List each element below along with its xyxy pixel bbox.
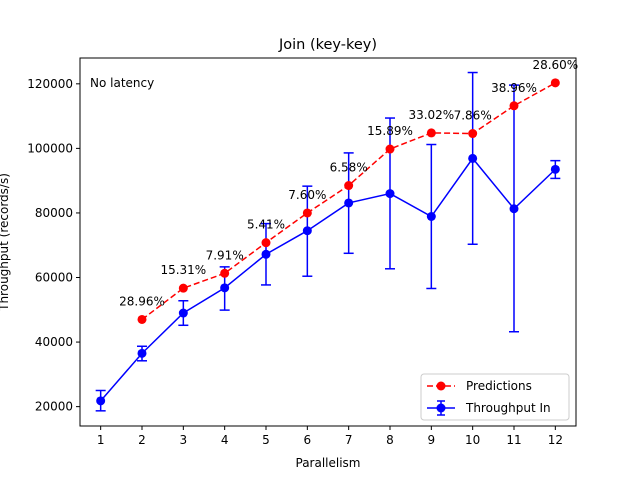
plot-frame — [79, 57, 577, 427]
predictions-point — [385, 144, 395, 154]
throughput-point — [426, 211, 436, 221]
x-tick-label: 8 — [386, 433, 394, 447]
x-tick-label: 1 — [97, 433, 105, 447]
predictions-point — [344, 181, 354, 191]
predictions-point — [550, 78, 560, 88]
legend-predictions-label: Predictions — [466, 379, 532, 393]
throughput-point — [385, 189, 395, 199]
throughput-point — [137, 348, 147, 358]
predictions-error-label: 15.89% — [367, 124, 413, 138]
legend-throughput-label: Throughput In — [465, 401, 551, 415]
throughput-point — [550, 164, 560, 174]
predictions-error-label: 5.41% — [247, 218, 285, 232]
predictions-error-label: 7.60% — [288, 188, 326, 202]
predictions-error-label: 6.58% — [330, 161, 368, 175]
x-axis-label: Parallelism — [296, 456, 361, 470]
y-tick-label: 40000 — [35, 335, 73, 349]
predictions-point — [178, 283, 188, 293]
x-tick-label: 10 — [465, 433, 480, 447]
throughput-line — [100, 157, 556, 402]
predictions-point — [137, 314, 147, 324]
predictions-error-label: 33.02% — [408, 108, 454, 122]
no-latency-annotation: No latency — [90, 76, 154, 90]
predictions-point — [302, 208, 312, 218]
predictions-error-label: 28.96% — [119, 294, 165, 308]
x-tick-label: 4 — [221, 433, 229, 447]
chart-title: Join (key-key) — [278, 37, 377, 53]
throughput-point — [261, 249, 271, 259]
y-tick-label: 120000 — [27, 77, 73, 91]
y-axis-label: Throughput (records/s) — [0, 173, 11, 312]
y-tick-label: 20000 — [35, 400, 73, 414]
throughput-point — [96, 396, 106, 406]
x-tick-label: 7 — [345, 433, 353, 447]
x-tick-label: 11 — [506, 433, 521, 447]
series-layer: 28.96% 15.31%7.91% 5.41% 7.60% 6.58% 15.89% 33… — [95, 58, 578, 412]
predictions-error-label: 15.31% — [160, 263, 206, 277]
legend-throughput-marker — [436, 403, 446, 413]
throughput-point — [468, 153, 478, 163]
predictions-point — [468, 129, 478, 139]
x-tick-label: 2 — [138, 433, 146, 447]
predictions-point — [426, 128, 436, 138]
legend-box — [420, 373, 570, 421]
throughput-point — [344, 198, 354, 208]
throughput-point — [178, 308, 188, 318]
throughput-point — [509, 204, 519, 214]
predictions-point — [220, 268, 230, 278]
predictions-point — [509, 101, 519, 111]
y-tick-label: 80000 — [35, 206, 73, 220]
plot-area — [80, 58, 576, 426]
x-tick-label: 9 — [428, 433, 436, 447]
predictions-error-label: 7.91% — [206, 248, 244, 262]
y-tick-label: 100000 — [27, 141, 73, 155]
predictions-point — [261, 238, 271, 248]
x-tick-label: 3 — [180, 433, 188, 447]
y-axis: 20000 40000 60000 80000 100000 120000 — [27, 77, 80, 414]
predictions-error-label: 38.96% — [491, 81, 537, 95]
x-axis: 1 2 3 4 5 6 7 8 9 10 11 12 — [97, 426, 563, 447]
throughput-point — [220, 283, 230, 293]
legend: Predictions Throughput In — [420, 373, 570, 421]
legend-predictions-marker — [436, 381, 446, 391]
y-tick-label: 60000 — [35, 271, 73, 285]
x-tick-label: 6 — [304, 433, 312, 447]
predictions-error-label: 7.86% — [454, 109, 492, 123]
predictions-error-label: 28.60% — [532, 58, 578, 72]
x-tick-label: 12 — [548, 433, 563, 447]
x-tick-label: 5 — [262, 433, 270, 447]
throughput-point — [302, 226, 312, 236]
